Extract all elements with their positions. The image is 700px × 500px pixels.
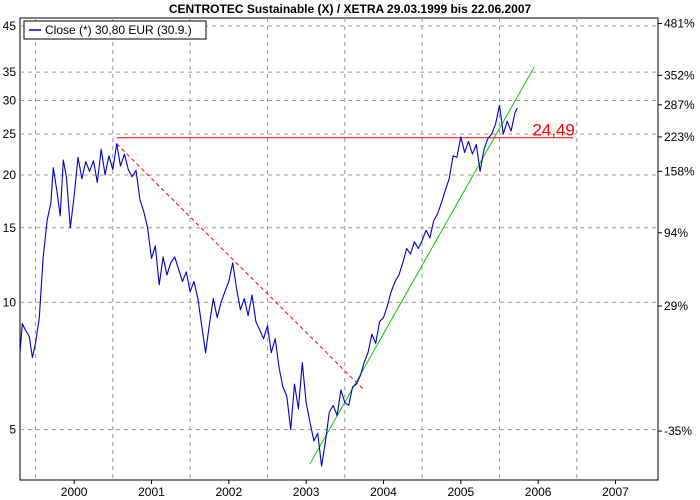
y-tick-label: 35: [3, 65, 17, 79]
trendlines: [116, 66, 573, 465]
series-group: [19, 104, 518, 467]
legend-label: Close (*) 30,80 EUR (30.9.): [45, 23, 192, 37]
y-axis-left: 45 35 30 25 20 15 10 5: [3, 19, 17, 437]
y-tick-label: 15: [3, 221, 17, 235]
x-tick-label: 2003: [293, 485, 320, 499]
chart-title: CENTROTEC Sustainable (X) / XETRA 29.03.…: [169, 2, 532, 16]
y-axis-right: 481% 352% 287% 223% 158% 94% 29% -35%: [658, 17, 695, 438]
y-tick-label: 5: [9, 423, 16, 437]
y-tick-label: 20: [3, 168, 17, 182]
y-tick-label: 25: [3, 127, 17, 141]
y-right-tick-label: 158%: [664, 164, 695, 178]
plot-area: [19, 17, 659, 481]
y-right-tick-label: -35%: [664, 424, 692, 438]
trendline-resistance-dashed: [116, 143, 365, 391]
y-right-tick-label: 94%: [664, 226, 688, 240]
x-tick-label: 2000: [61, 485, 88, 499]
y-tick-label: 45: [3, 19, 17, 33]
x-axis: 2000 2001 2002 2003 2004 2005 2006 2007: [61, 480, 629, 499]
annotation-label: 24,49: [532, 121, 575, 140]
y-right-tick-label: 29%: [664, 299, 688, 313]
x-tick-label: 2006: [525, 485, 552, 499]
y-right-tick-label: 481%: [664, 17, 695, 31]
y-right-tick-label: 223%: [664, 130, 695, 144]
trendline-support: [309, 66, 535, 465]
grid-lines: [20, 18, 658, 480]
x-tick-label: 2004: [370, 485, 397, 499]
legend-box: [23, 20, 207, 40]
y-right-tick-label: 287%: [664, 98, 695, 112]
x-tick-label: 2005: [447, 485, 474, 499]
annotations: 24,49: [532, 121, 575, 140]
x-tick-label: 2007: [602, 485, 629, 499]
y-right-tick-label: 352%: [664, 68, 695, 82]
y-tick-label: 10: [3, 295, 17, 309]
y-tick-label: 30: [3, 93, 17, 107]
x-tick-label: 2002: [215, 485, 242, 499]
x-tick-label: 2001: [138, 485, 165, 499]
legend: Close (*) 30,80 EUR (30.9.): [23, 20, 207, 40]
series-line: [19, 104, 518, 467]
